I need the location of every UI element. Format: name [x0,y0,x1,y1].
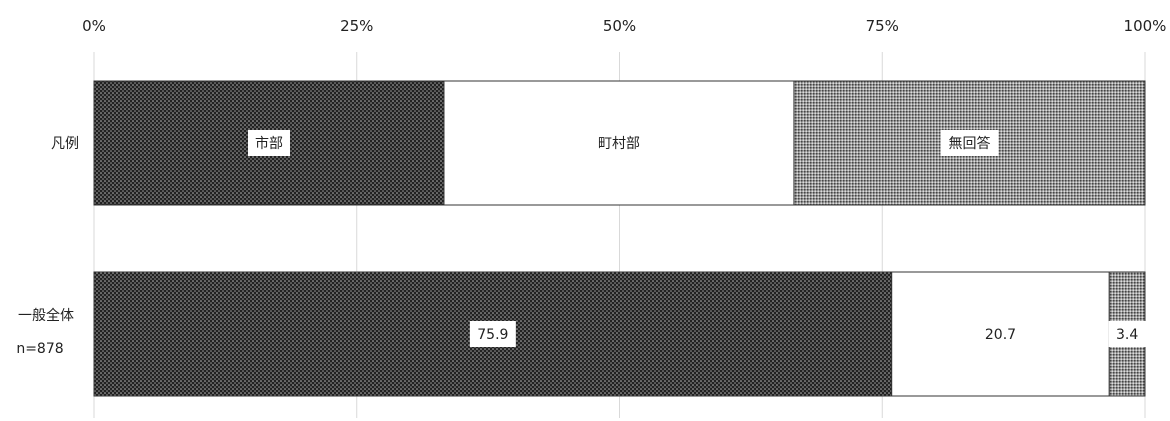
x-tick-label: 75% [866,17,899,35]
data-label-background [247,130,290,156]
category-label: 一般全体 [18,307,74,324]
data-label-background [940,130,999,156]
x-tick-label: 0% [82,17,106,35]
x-axis-ticks: 0% 25% 50% 75% 100% [82,17,1166,35]
x-tick-label: 100% [1124,17,1167,35]
category-sublabel: n=878 [16,341,63,357]
data-label-background [1108,321,1146,347]
data-label: 3.4 [1116,327,1138,343]
data-label-background [469,321,516,347]
category-label: 凡例 [51,136,79,152]
x-tick-label: 25% [340,17,373,35]
bars: 市部 町村部 無回答 75.9 20.7 3.4 [93,80,1146,397]
legend-label: 市部 [255,135,283,152]
data-label: 20.7 [985,327,1016,343]
legend-label: 無回答 [948,135,990,152]
x-tick-label: 50% [603,17,636,35]
bar-segment-町村部 [443,80,795,206]
bar-segment-町村部 [891,271,1110,397]
legend-label: 町村部 [598,136,640,152]
data-label: 75.9 [477,327,508,343]
